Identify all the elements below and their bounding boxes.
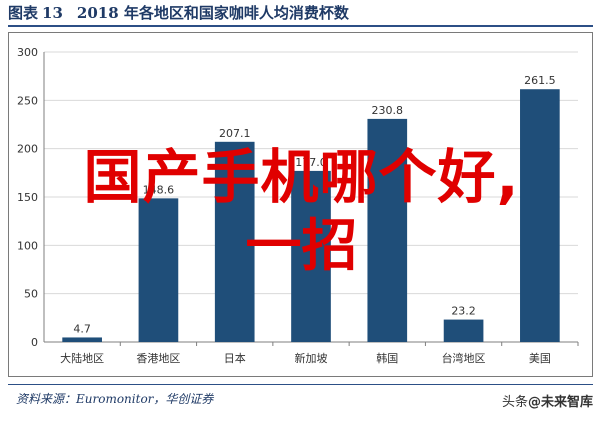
x-tick-label: 日本	[224, 351, 246, 365]
data-label: 4.7	[73, 322, 91, 335]
x-tick-label: 大陆地区	[60, 351, 104, 365]
y-tick-label: 50	[24, 288, 38, 301]
x-tick-label: 韩国	[376, 351, 398, 365]
source-note: 资料来源：Euromonitor，华创证券	[16, 392, 214, 406]
bar	[291, 170, 331, 342]
data-label: 261.5	[524, 74, 556, 87]
y-tick-label: 300	[17, 46, 38, 59]
x-tick-label: 新加坡	[295, 351, 328, 365]
bar	[367, 118, 408, 342]
bar	[138, 198, 179, 342]
y-tick-label: 250	[17, 94, 38, 107]
watermark-brand: @未来智库	[527, 395, 593, 410]
bar	[62, 337, 102, 342]
x-tick-label: 美国	[529, 352, 551, 365]
data-label: 23.2	[451, 305, 476, 318]
data-label: 207.1	[219, 127, 251, 140]
chart-frame	[8, 32, 593, 377]
y-tick-label: 150	[17, 191, 38, 204]
chart-title: 2018 年各地区和国家咖啡人均消费杯数	[76, 4, 349, 22]
figure-label: 图表	[8, 4, 39, 22]
x-tick-label: 香港地区	[136, 352, 180, 365]
data-label: 148.6	[143, 183, 175, 196]
data-label: 177.0	[295, 156, 327, 169]
y-tick-label: 200	[17, 143, 38, 156]
bar	[214, 141, 255, 342]
bar	[520, 89, 560, 342]
title-divider	[8, 25, 593, 27]
watermark: 头条@未来智库	[502, 392, 593, 414]
data-label: 230.8	[372, 104, 404, 117]
x-tick-label: 台湾地区	[442, 351, 486, 365]
y-tick-label: 0	[31, 336, 38, 349]
figure-title: 图表 13 2018 年各地区和国家咖啡人均消费杯数	[8, 2, 598, 26]
y-tick-label: 100	[17, 239, 38, 252]
bar	[443, 319, 484, 342]
source-divider	[8, 384, 593, 385]
figure-number: 13	[42, 4, 63, 22]
watermark-prefix: 头条	[501, 395, 528, 410]
